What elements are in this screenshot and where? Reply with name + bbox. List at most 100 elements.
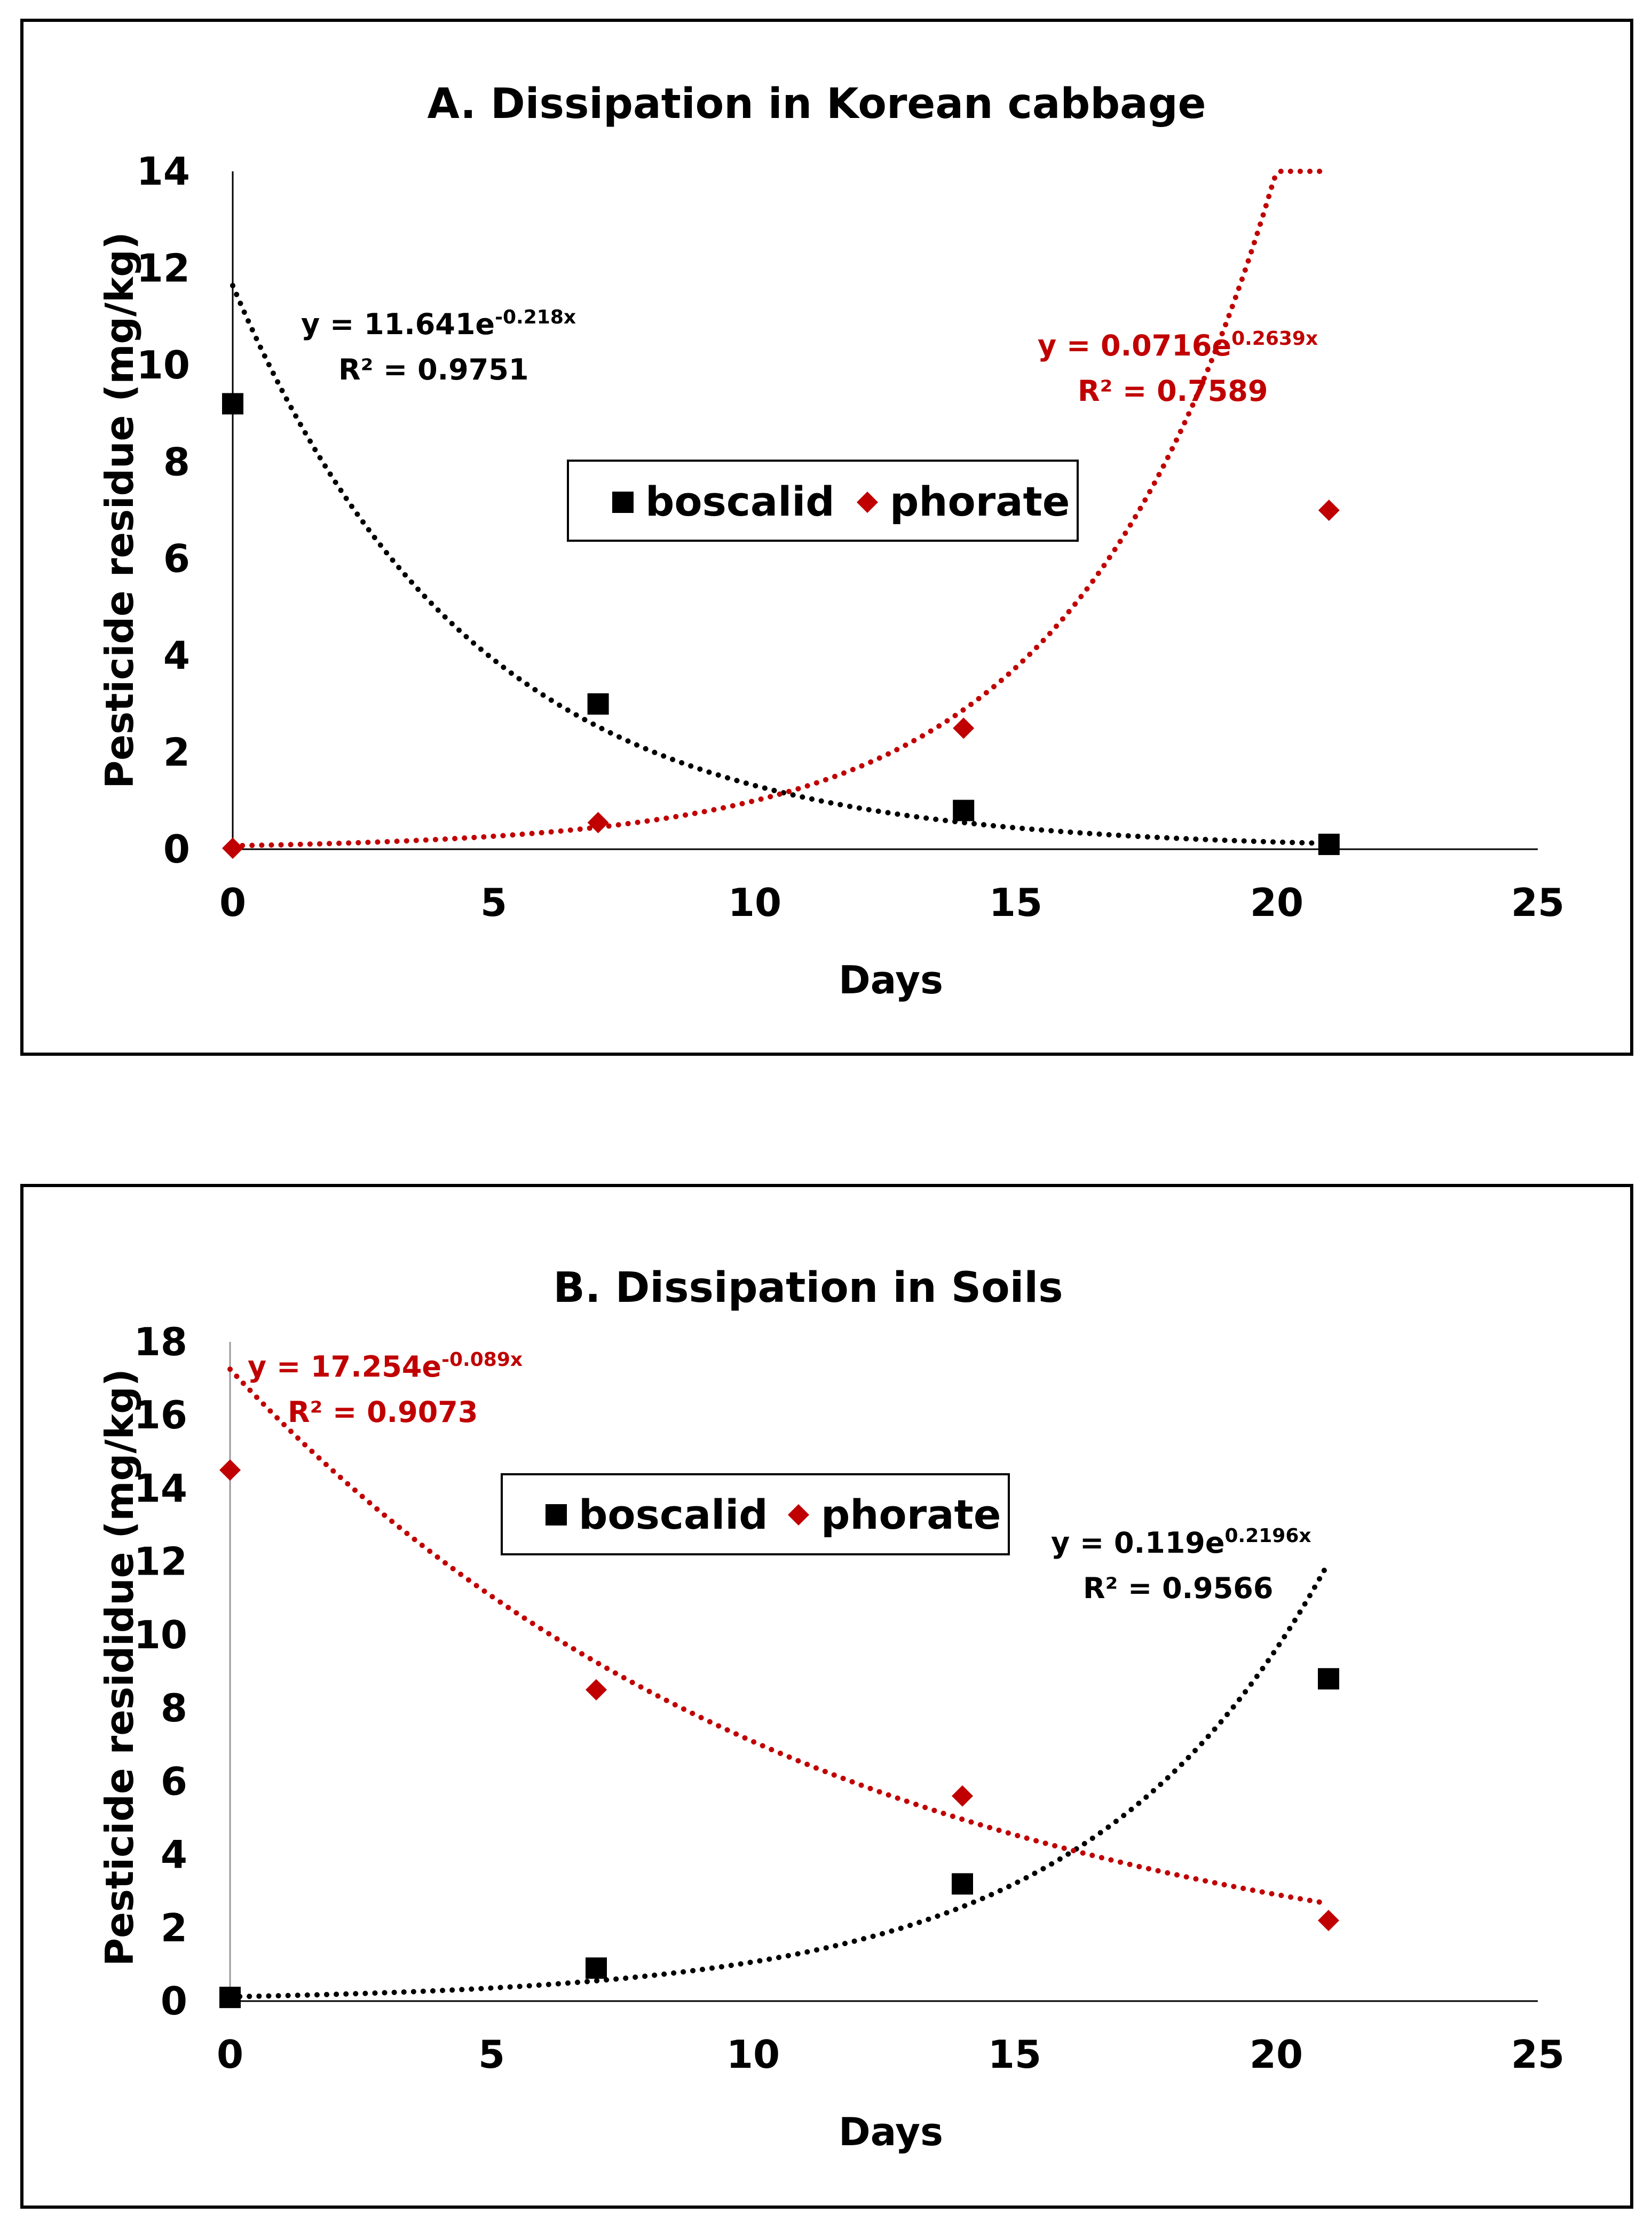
data-point-phorate: [952, 1785, 973, 1807]
trendline-equation: y = 17.254e: [248, 1350, 441, 1384]
legend-label-phorate: phorate: [890, 478, 1070, 525]
legend: boscalid phorate: [501, 1473, 1010, 1555]
chart-a: A. Dissipation in Korean cabbage 0 2 4 6…: [97, 80, 1564, 1002]
y-tick-label: 0: [161, 1979, 187, 2024]
data-point-boscalid: [1318, 833, 1340, 855]
x-tick-label: 15: [988, 2032, 1041, 2077]
x-axis-label: Days: [839, 2109, 943, 2154]
svg-text:y = 0.119e0.2196x: y = 0.119e0.2196x: [1051, 1525, 1311, 1560]
x-tick-labels: 0 5 10 15 20 25: [219, 880, 1564, 925]
y-tick-label: 0: [163, 827, 190, 872]
trendline-phorate: [230, 169, 1332, 849]
trendline-exponent: 0.2639x: [1231, 328, 1318, 350]
data-point-boscalid: [587, 693, 609, 715]
series-boscalid: [222, 393, 1340, 855]
chart-panel-b: B. Dissipation in Soils 0 2 4 6 8 10 12 …: [20, 1184, 1633, 2209]
legend-marker-phorate: [857, 492, 878, 513]
data-point-phorate: [586, 1679, 607, 1701]
x-tick-label: 15: [989, 880, 1042, 925]
data-point-phorate: [219, 1459, 241, 1481]
data-point-phorate: [953, 717, 975, 739]
data-point-boscalid: [222, 393, 243, 415]
data-point-boscalid: [953, 800, 975, 821]
x-tick-label: 10: [726, 2032, 780, 2077]
y-tick-label: 10: [137, 343, 190, 388]
y-tick-label: 4: [163, 633, 190, 678]
chart-b: B. Dissipation in Soils 0 2 4 6 8 10 12 …: [97, 1264, 1564, 2154]
trendline-equation: y = 0.119e: [1051, 1526, 1224, 1560]
y-tick-label: 14: [137, 149, 190, 194]
y-axis-label: Pesticide resididue (mg/kg): [97, 1369, 142, 1966]
data-point-phorate: [222, 837, 243, 859]
y-tick-label: 6: [161, 1759, 187, 1804]
chart-title: B. Dissipation in Soils: [553, 1264, 1063, 1312]
svg-text:y = 17.254e-0.089x: y = 17.254e-0.089x: [248, 1349, 523, 1384]
x-tick-label: 25: [1511, 2032, 1564, 2077]
data-point-phorate: [1318, 500, 1340, 521]
x-tick-label: 5: [480, 880, 507, 925]
trendline-label-boscalid: y = 0.119e0.2196x R² = 0.9566: [1051, 1525, 1311, 1605]
data-point-phorate: [587, 812, 609, 834]
y-tick-label: 12: [137, 246, 190, 290]
y-tick-label: 4: [161, 1832, 187, 1877]
x-tick-label: 20: [1250, 2032, 1303, 2077]
legend-marker-boscalid: [612, 492, 634, 513]
svg-text:y = 0.0716e0.2639x: y = 0.0716e0.2639x: [1038, 328, 1318, 362]
y-axis-label: Pesticide residue (mg/kg): [97, 232, 142, 788]
legend-box: [567, 460, 1079, 542]
series-phorate: [222, 500, 1340, 859]
data-point-boscalid: [1318, 1668, 1339, 1690]
legend-label-phorate: phorate: [821, 1491, 1001, 1538]
legend: boscalid phorate: [567, 460, 1079, 542]
y-tick-label: 8: [161, 1686, 187, 1730]
x-axis-label: Days: [839, 958, 943, 1002]
trendline-label-boscalid: y = 11.641e-0.218x R² = 0.9751: [301, 306, 576, 386]
trendline-r2: R² = 0.9751: [338, 353, 528, 386]
trendline-exponent: -0.089x: [441, 1349, 523, 1371]
trendline-exponent: -0.218x: [495, 306, 576, 328]
y-tick-label: 18: [134, 1319, 187, 1364]
trendline-boscalid: [230, 283, 1332, 847]
x-tick-label: 20: [1250, 880, 1303, 925]
series-phorate: [219, 1459, 1339, 1932]
trendline-r2: R² = 0.9073: [288, 1395, 478, 1429]
trendline-label-phorate: y = 17.254e-0.089x R² = 0.9073: [248, 1349, 523, 1429]
legend-marker-boscalid: [546, 1504, 567, 1525]
trendline-boscalid: [227, 1560, 1331, 1999]
trendline-r2: R² = 0.9566: [1083, 1571, 1273, 1605]
series-boscalid: [219, 1668, 1339, 2009]
y-tick-label: 6: [163, 536, 190, 581]
svg-text:y = 11.641e-0.218x: y = 11.641e-0.218x: [301, 306, 576, 341]
legend-box: [501, 1473, 1010, 1555]
data-point-boscalid: [219, 1987, 241, 2009]
y-tick-labels: 0 2 4 6 8 10 12 14: [137, 149, 190, 872]
chart-title: A. Dissipation in Korean cabbage: [427, 80, 1206, 128]
trendline-equation: y = 0.0716e: [1038, 329, 1231, 362]
trendline-r2: R² = 0.7589: [1078, 374, 1268, 408]
y-tick-label: 2: [163, 730, 190, 775]
legend-marker-phorate: [788, 1504, 809, 1525]
legend-label-boscalid: boscalid: [579, 1491, 768, 1538]
data-point-phorate: [1318, 1910, 1339, 1932]
trendline-phorate: [227, 1366, 1331, 1907]
x-tick-label: 0: [219, 880, 246, 925]
trendline-label-phorate: y = 0.0716e0.2639x R² = 0.7589: [1038, 328, 1318, 408]
chart-panel-a: A. Dissipation in Korean cabbage 0 2 4 6…: [20, 19, 1633, 1056]
y-tick-label: 12: [134, 1539, 187, 1584]
trendline-equation: y = 11.641e: [301, 307, 495, 341]
y-tick-label: 10: [134, 1613, 187, 1657]
data-point-boscalid: [586, 1957, 607, 1979]
y-tick-labels: 0 2 4 6 8 10 12 14 16 18: [134, 1319, 187, 2024]
x-tick-label: 25: [1511, 880, 1564, 925]
x-tick-label: 5: [478, 2032, 505, 2077]
legend-label-boscalid: boscalid: [645, 478, 835, 525]
y-tick-label: 16: [134, 1393, 187, 1437]
data-point-boscalid: [952, 1873, 973, 1895]
y-tick-label: 8: [163, 439, 190, 484]
x-tick-label: 10: [728, 880, 781, 925]
trendline-exponent: 0.2196x: [1224, 1525, 1311, 1547]
y-tick-label: 2: [161, 1906, 187, 1950]
x-tick-labels: 0 5 10 15 20 25: [217, 2032, 1564, 2077]
x-tick-label: 0: [217, 2032, 243, 2077]
y-tick-label: 14: [134, 1466, 187, 1511]
